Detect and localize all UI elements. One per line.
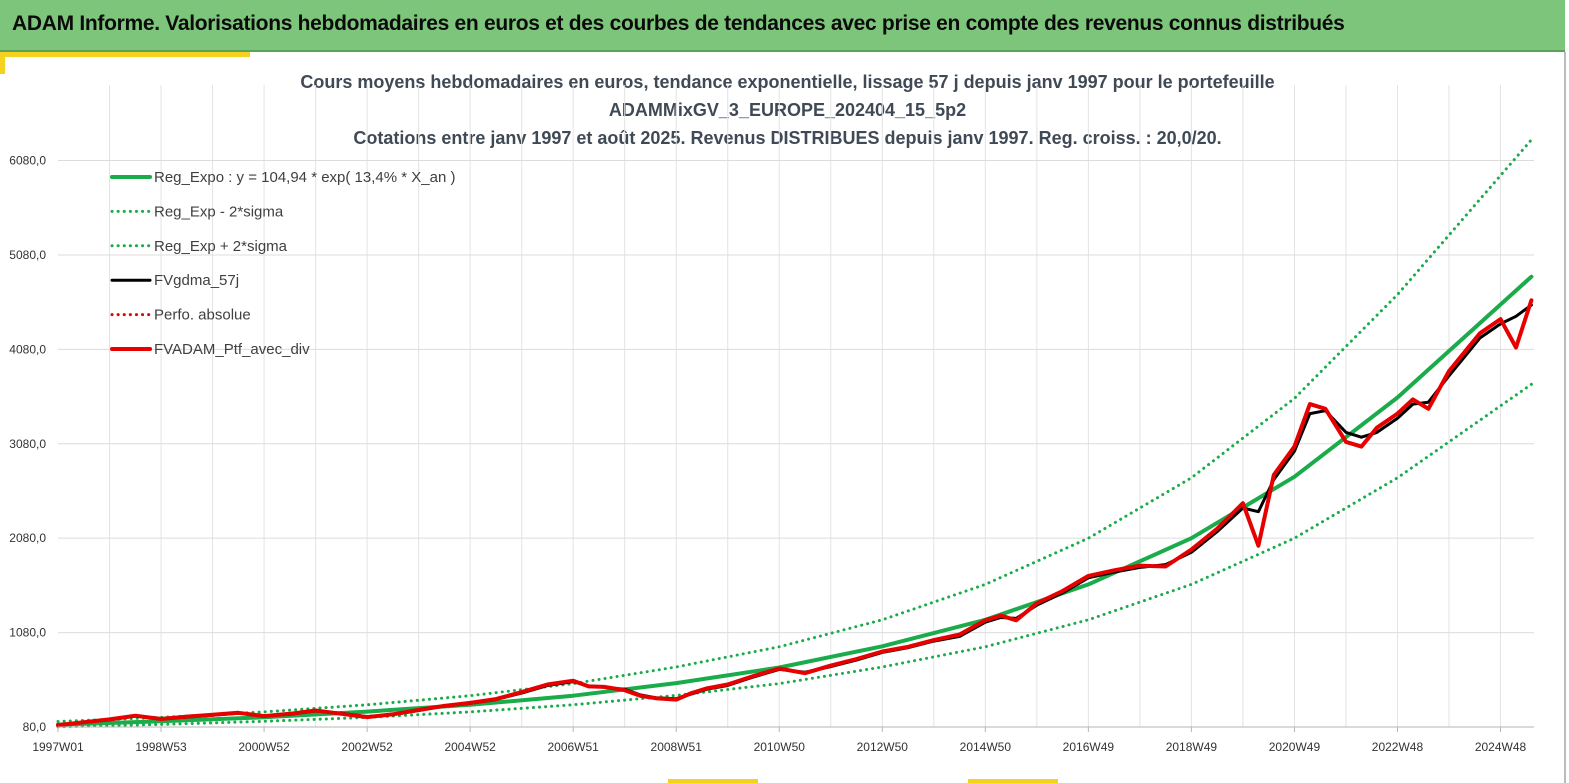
x-tick-label: 2010W50 bbox=[754, 740, 806, 754]
grid-layer bbox=[58, 85, 1534, 727]
x-tick-label: 2004W52 bbox=[444, 740, 496, 754]
chart-title-line-3: Cotations entre janv 1997 et août 2025. … bbox=[353, 128, 1222, 148]
chart-title-line-2: ADAMMixGV_3_EUROPE_202404_15_5p2 bbox=[608, 100, 967, 120]
legend-label: Reg_Expo : y = 104,94 * exp( 13,4% * X_a… bbox=[154, 169, 455, 186]
x-tick-label: 2002W52 bbox=[341, 740, 393, 754]
header-banner: ADAM Informe. Valorisations hebdomadaire… bbox=[0, 0, 1565, 52]
y-tick-label: 5080,0 bbox=[9, 248, 46, 262]
y-tick-label: 80,0 bbox=[23, 720, 47, 734]
legend-label: FVgdma_57j bbox=[154, 272, 239, 289]
series-smoothed-57j bbox=[56, 303, 1533, 727]
legend: Reg_Expo : y = 104,94 * exp( 13,4% * X_a… bbox=[110, 169, 455, 358]
accent-bar-top bbox=[0, 52, 250, 57]
x-tick-label: 1997W01 bbox=[32, 740, 84, 754]
y-tick-label: 1080,0 bbox=[9, 626, 46, 640]
legend-label: Reg_Exp - 2*sigma bbox=[154, 203, 284, 220]
chart-title-line-1: Cours moyens hebdomadaires en euros, ten… bbox=[300, 72, 1275, 92]
banner-title: ADAM Informe. Valorisations hebdomadaire… bbox=[12, 12, 1345, 35]
series-absolute-performance bbox=[56, 298, 1533, 727]
accent-bar-bottom-1 bbox=[668, 779, 758, 783]
axis-layer: 80,0 1080,0 2080,0 3080,0 4080,0 5080,0 6080,0… bbox=[9, 154, 1534, 754]
x-tick-label: 2014W50 bbox=[960, 740, 1012, 754]
x-tick-label: 2000W52 bbox=[238, 740, 290, 754]
chart-frame-edge bbox=[1564, 52, 1566, 783]
x-tick-label: 2018W49 bbox=[1166, 740, 1218, 754]
x-tick-label: 2008W51 bbox=[651, 740, 703, 754]
series-regression-minus-2sigma bbox=[56, 382, 1533, 729]
accent-bar-bottom-2 bbox=[968, 779, 1058, 783]
y-tick-label: 2080,0 bbox=[9, 531, 46, 545]
y-tick-label: 6080,0 bbox=[9, 154, 46, 168]
x-tick-label: 1998W53 bbox=[135, 740, 187, 754]
y-tick-label: 3080,0 bbox=[9, 437, 46, 451]
y-tick-label: 4080,0 bbox=[9, 342, 46, 356]
x-tick-label: 2012W50 bbox=[857, 740, 909, 754]
x-tick-label: 2020W49 bbox=[1269, 740, 1321, 754]
series-regression-plus-2sigma bbox=[56, 138, 1533, 723]
series-portfolio-with-dividends bbox=[56, 298, 1534, 728]
x-tick-label: 2022W48 bbox=[1372, 740, 1424, 754]
series-layer bbox=[56, 138, 1534, 729]
accent-bar-left bbox=[0, 52, 5, 74]
legend-label: Reg_Exp + 2*sigma bbox=[154, 238, 288, 255]
x-tick-label: 2006W51 bbox=[547, 740, 599, 754]
x-tick-label: 2024W48 bbox=[1475, 740, 1527, 754]
legend-label: Perfo. absolue bbox=[154, 307, 251, 324]
legend-label: FVADAM_Ptf_avec_div bbox=[154, 341, 310, 358]
x-tick-label: 2016W49 bbox=[1063, 740, 1115, 754]
